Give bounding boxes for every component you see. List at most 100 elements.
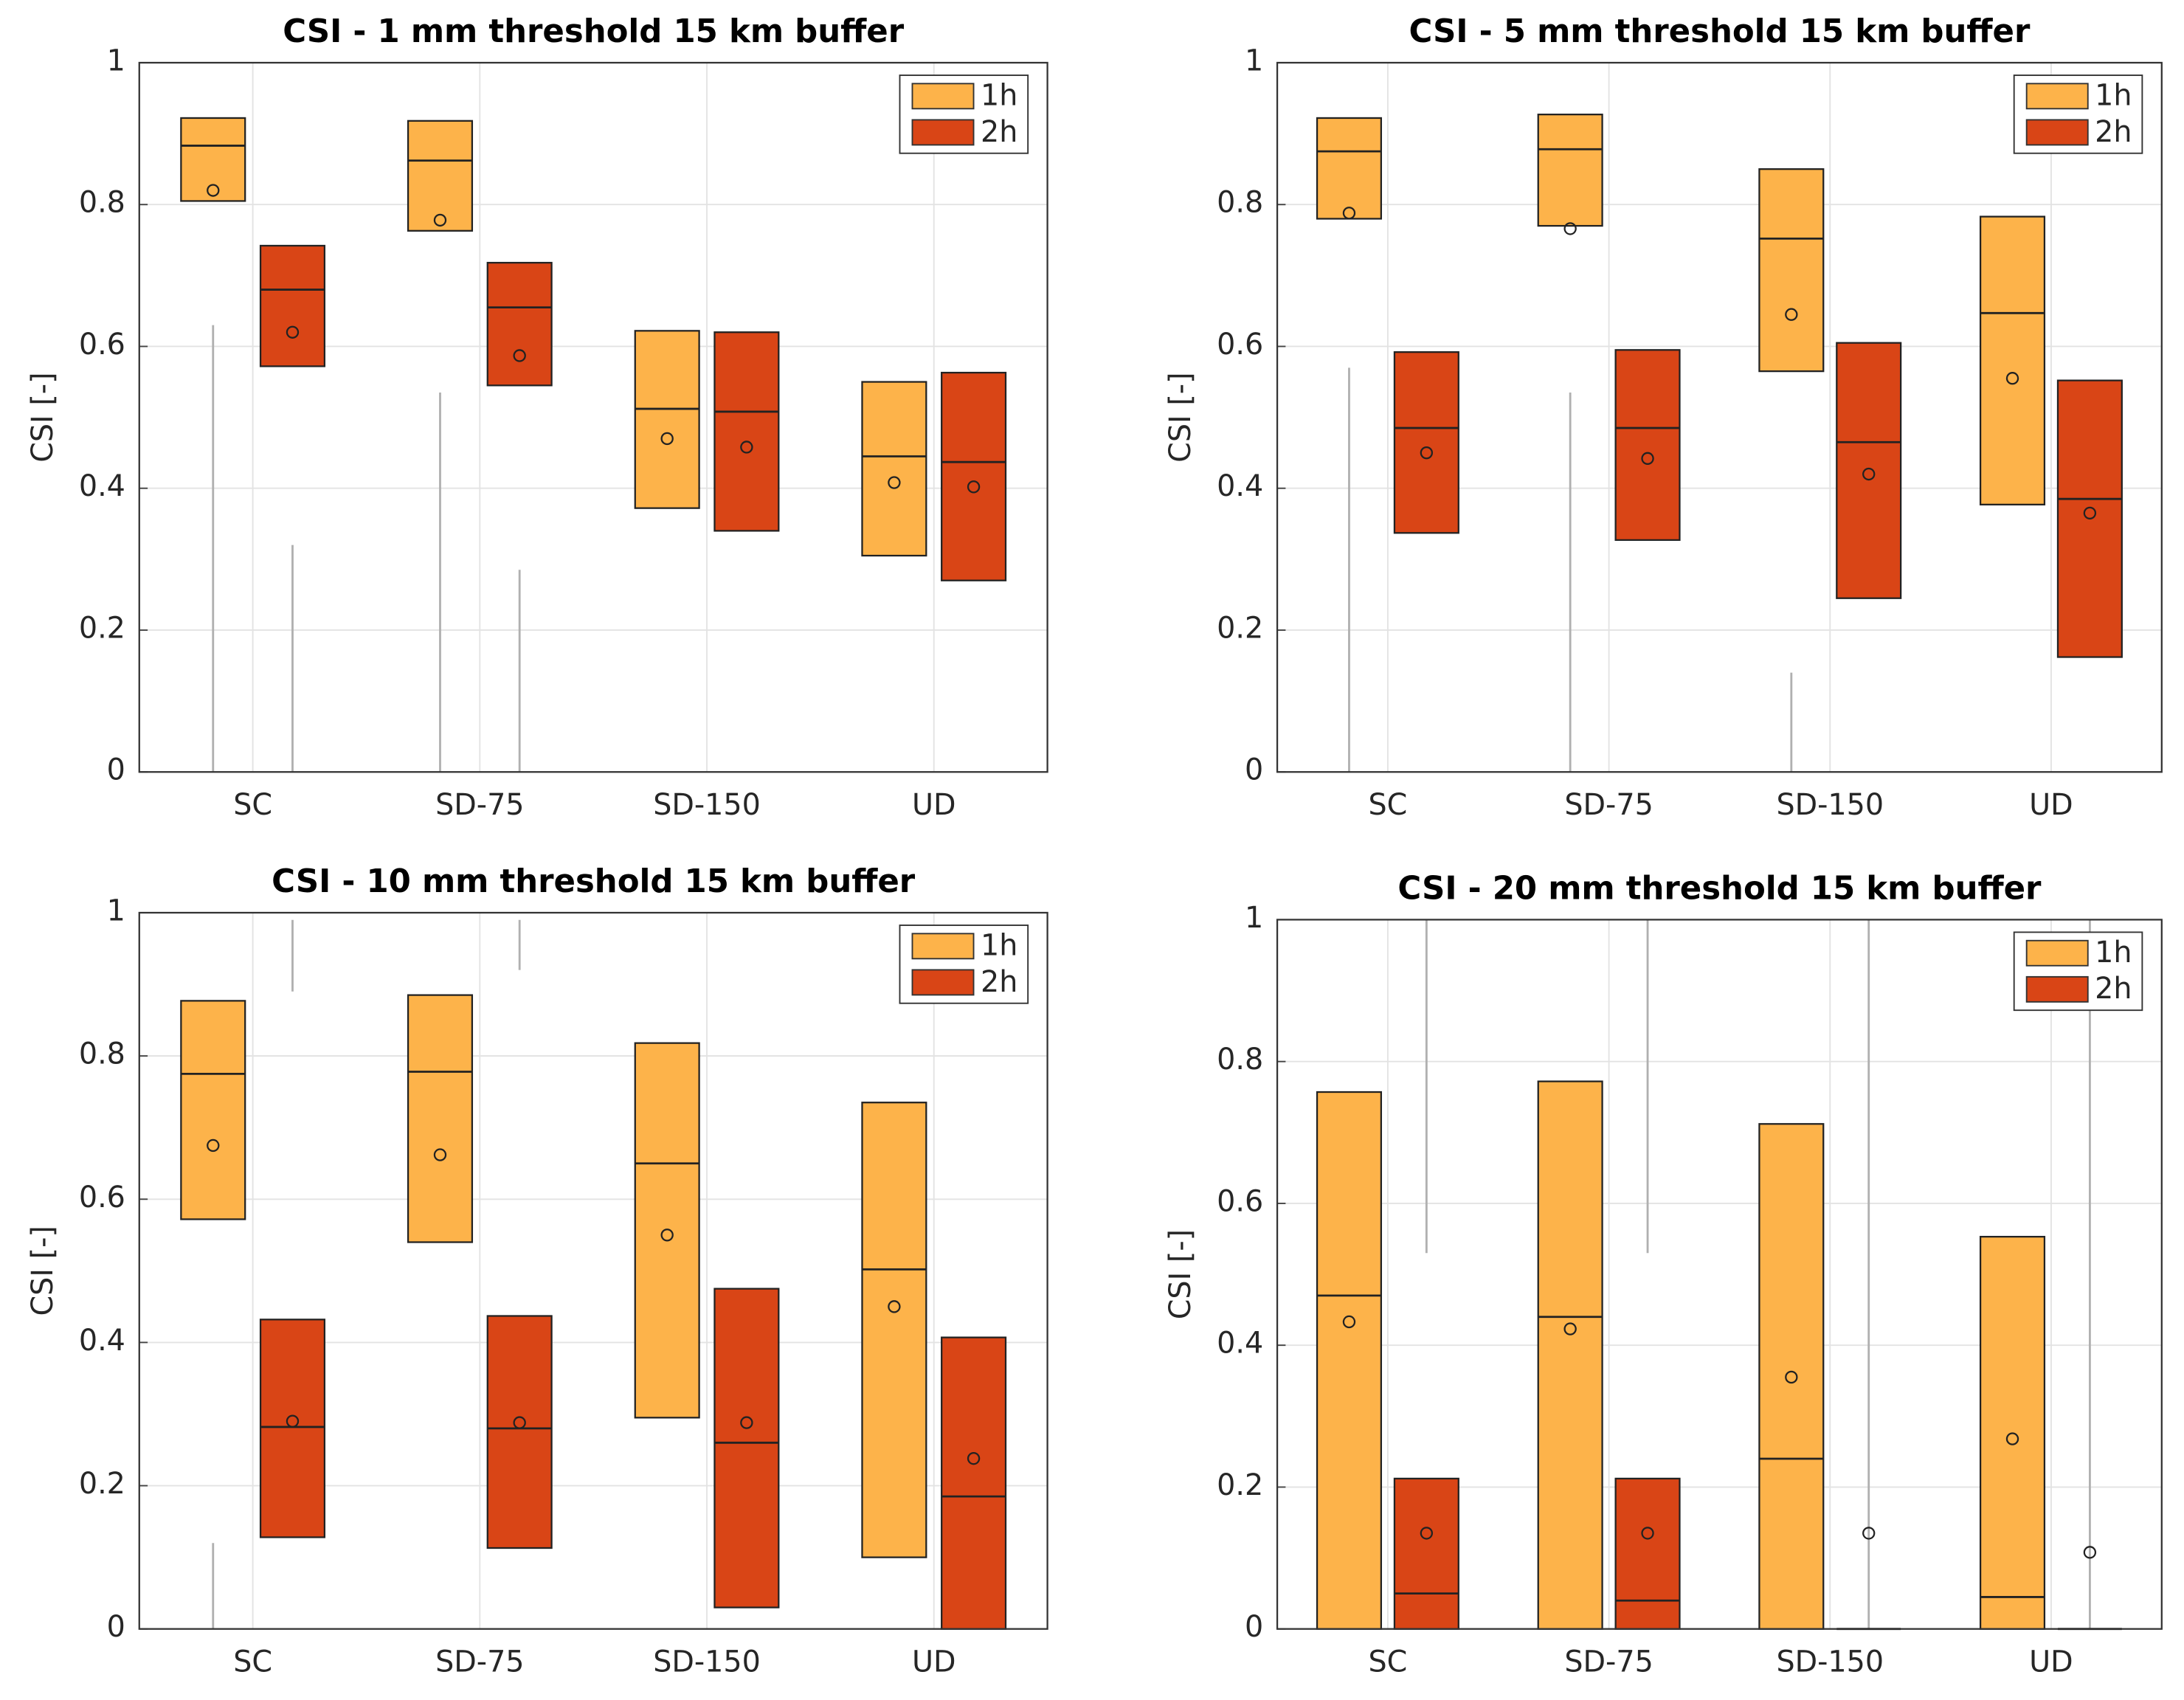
mean [207, 1138, 220, 1153]
y-tick-label: 0.8 [79, 186, 125, 220]
legend-swatch [911, 933, 975, 960]
x-tick-label: SD-150 [1776, 1645, 1884, 1679]
mean [967, 1451, 981, 1465]
mean [888, 1300, 901, 1313]
y-axis-label: CSI [-] [1164, 372, 1198, 462]
mean [1420, 446, 1434, 460]
y-tick-label: 1 [1245, 44, 1263, 77]
box [259, 1319, 326, 1538]
box [1393, 1477, 1459, 1630]
legend-swatch [911, 969, 975, 996]
axes-frame [138, 911, 1048, 1630]
x-tick-label: SD-150 [653, 788, 761, 822]
x-tick-label: SC [233, 1645, 272, 1679]
mean [1785, 1370, 1798, 1384]
box [486, 1315, 553, 1549]
legend-swatch [911, 119, 975, 146]
mean [433, 213, 447, 227]
mean [1420, 1527, 1434, 1540]
y-tick-label: 1 [1245, 901, 1263, 935]
box [713, 331, 780, 532]
x-tick-label: UD [2029, 788, 2073, 822]
y-tick-label: 0 [1245, 1610, 1263, 1644]
y-tick-label: 0.8 [1217, 1043, 1263, 1077]
chart-title: CSI - 5 mm threshold 15 km buffer [1409, 13, 2031, 50]
box [486, 261, 553, 387]
box [1537, 1080, 1603, 1630]
y-tick-label: 0.2 [1217, 1468, 1263, 1502]
axes-frame [138, 61, 1048, 773]
mean [2083, 506, 2097, 520]
box [1758, 168, 1825, 373]
mean [1862, 1527, 1876, 1540]
mean [1342, 207, 1356, 220]
legend-swatch [2025, 83, 2089, 110]
x-tick-label: SC [1368, 1645, 1407, 1679]
mean [286, 325, 300, 339]
x-tick-label: UD [912, 1645, 956, 1679]
mean [740, 440, 753, 454]
y-tick-label: 1 [107, 44, 125, 77]
box [634, 1042, 700, 1419]
mean [207, 184, 220, 197]
y-tick-label: 0.8 [1217, 186, 1263, 220]
legend-label: 1h [2095, 936, 2132, 970]
box [1316, 117, 1383, 220]
legend-swatch [2025, 119, 2089, 146]
legend-swatch [2025, 939, 2089, 967]
mean [1342, 1315, 1356, 1329]
box [1979, 215, 2046, 505]
x-tick-label: SD-75 [1564, 788, 1653, 822]
box [1316, 1091, 1383, 1630]
box [1393, 351, 1459, 534]
x-tick-label: UD [912, 788, 956, 822]
mean [1563, 1322, 1577, 1336]
y-tick-label: 0.6 [79, 1181, 125, 1214]
legend-label: 2h [981, 965, 1017, 999]
y-tick-label: 0.8 [79, 1037, 125, 1071]
y-tick-label: 0.2 [79, 1467, 125, 1501]
y-tick-label: 0.4 [79, 469, 125, 503]
panel: 0 0.2 0.4 0.6 0.8 1 SC SD-75 SD-150 UD CSI - 10 mm… [26, 863, 1048, 1679]
legend-label: 2h [2095, 972, 2132, 1006]
y-tick-label: 0 [1245, 753, 1263, 787]
mean [1563, 222, 1577, 235]
box [861, 1102, 927, 1558]
legend-label: 1h [2095, 79, 2132, 113]
box [407, 120, 474, 232]
box [941, 1336, 1007, 1630]
legend-label: 2h [2095, 115, 2132, 149]
y-tick-label: 0.2 [1217, 611, 1263, 645]
legend-swatch [911, 83, 975, 110]
y-tick-label: 0.6 [79, 328, 125, 362]
legend-label: 1h [981, 929, 1017, 963]
y-tick-label: 0.4 [1217, 1327, 1263, 1361]
legend-swatch [2025, 975, 2089, 1003]
panel: 0 0.2 0.4 0.6 0.8 1 SC SD-75 SD-150 UD CSI - 1 mm … [26, 13, 1048, 822]
box [180, 117, 246, 202]
mean [967, 480, 981, 494]
x-tick-label: SC [233, 788, 272, 822]
mean [2083, 1546, 2097, 1559]
mean [1785, 308, 1798, 321]
mean [513, 349, 526, 362]
panel: 0 0.2 0.4 0.6 0.8 1 SC SD-75 SD-150 UD CSI - 5 mm … [1164, 13, 2163, 822]
panel: 0 0.2 0.4 0.6 0.8 1 SC SD-75 SD-150 UD CSI - 20 mm… [1164, 870, 2163, 1679]
y-axis-label: CSI [-] [26, 1226, 60, 1316]
box [941, 371, 1007, 581]
x-tick-label: SD-150 [653, 1645, 761, 1679]
y-tick-label: 0.6 [1217, 1184, 1263, 1218]
box [1836, 342, 1902, 599]
mean [660, 432, 674, 446]
x-tick-label: SD-75 [435, 1645, 524, 1679]
y-tick-label: 0 [107, 1610, 125, 1644]
x-tick-label: UD [2029, 1645, 2073, 1679]
chart-title: CSI - 20 mm threshold 15 km buffer [1397, 870, 2042, 907]
x-tick-label: SD-150 [1776, 788, 1884, 822]
mean [2005, 372, 2019, 385]
box [1614, 1477, 1681, 1630]
x-tick-label: SD-75 [1564, 1645, 1653, 1679]
mean [2005, 1432, 2019, 1445]
